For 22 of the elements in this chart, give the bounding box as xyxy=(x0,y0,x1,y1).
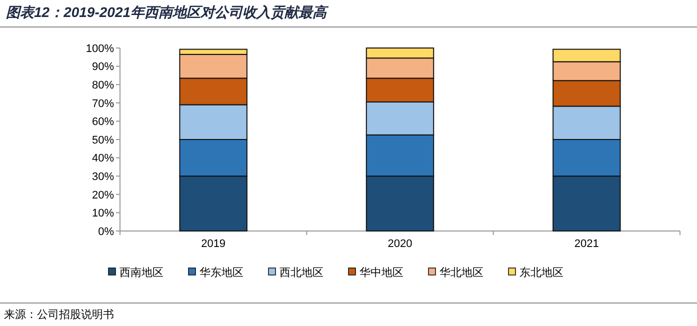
x-tick-label: 2020 xyxy=(388,238,412,250)
legend-label: 华中地区 xyxy=(360,266,404,279)
x-tick-label: 2019 xyxy=(201,238,226,250)
y-tick-label: 30% xyxy=(92,170,114,183)
legend-label: 东北地区 xyxy=(520,266,564,279)
chart-title: 图表12：2019-2021年西南地区对公司收入贡献最高 xyxy=(6,4,330,20)
y-tick-label: 50% xyxy=(92,134,114,146)
x-tick-label: 2021 xyxy=(574,238,599,250)
y-tick-label: 100% xyxy=(86,42,114,55)
legend-label: 华东地区 xyxy=(200,266,244,279)
y-tick-label: 0% xyxy=(98,226,114,238)
y-tick-label: 60% xyxy=(92,116,114,128)
y-tick-label: 10% xyxy=(92,208,114,220)
y-tick-label: 80% xyxy=(92,79,114,92)
legend-label: 华北地区 xyxy=(440,266,484,279)
legend-label: 西南地区 xyxy=(120,266,164,279)
source-note: 来源：公司招股说明书 xyxy=(4,308,114,321)
legend-label: 西北地区 xyxy=(280,266,324,279)
y-tick-label: 90% xyxy=(92,61,114,74)
y-tick-label: 20% xyxy=(92,189,114,202)
y-tick-label: 70% xyxy=(92,98,114,110)
y-tick-label: 40% xyxy=(92,152,114,165)
